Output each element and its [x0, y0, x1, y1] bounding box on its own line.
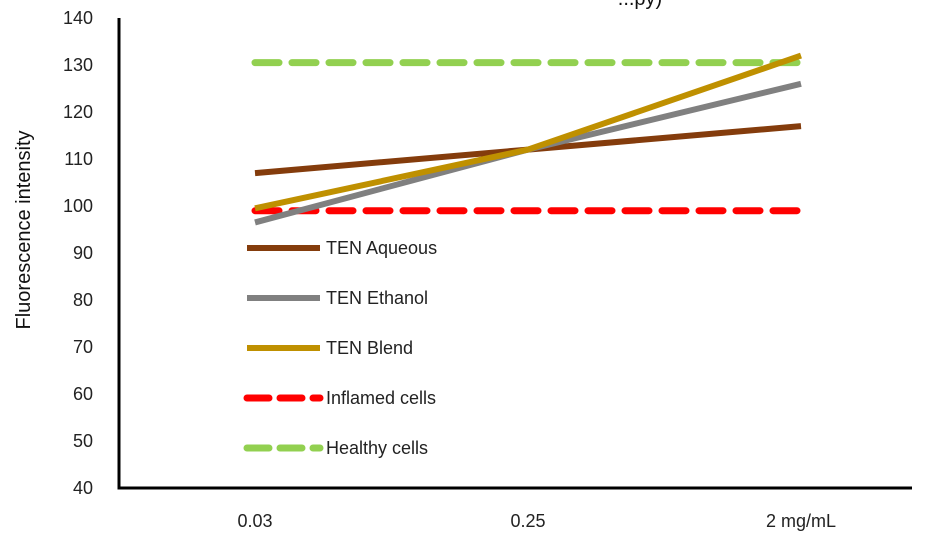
- series-lines: [251, 52, 805, 226]
- y-tick-label: 120: [63, 102, 93, 122]
- y-axis-ticks: 40 50 60 70 80 90 100 110 120 130 140: [63, 8, 93, 498]
- y-tick-label: 90: [73, 243, 93, 263]
- y-tick-label: 60: [73, 384, 93, 404]
- y-tick-label: 130: [63, 55, 93, 75]
- y-axis-title: Fluorescence intensity: [13, 131, 35, 330]
- x-tick-label: 0.03: [237, 511, 272, 531]
- legend-label-ten-aqueous: TEN Aqueous: [326, 238, 437, 258]
- legend-label-ten-ethanol: TEN Ethanol: [326, 288, 428, 308]
- y-tick-label: 140: [63, 8, 93, 28]
- legend-label-ten-blend: TEN Blend: [326, 338, 413, 358]
- series-line-ten-blend: [254, 52, 802, 212]
- chart-title: ...py): [618, 0, 662, 10]
- legend-label-healthy-cells: Healthy cells: [326, 438, 428, 458]
- y-tick-label: 100: [63, 196, 93, 216]
- x-tick-label: 0.25: [510, 511, 545, 531]
- x-axis-ticks: 0.03 0.25 2 mg/mL: [237, 511, 836, 531]
- y-tick-label: 110: [64, 149, 93, 169]
- legend: TEN Aqueous TEN Ethanol TEN Blend Inflamed …: [243, 238, 437, 458]
- y-tick-label: 40: [73, 478, 93, 498]
- series-line-ten-ethanol: [254, 80, 802, 226]
- y-tick-label: 70: [73, 337, 93, 357]
- x-tick-label: 2 mg/mL: [766, 511, 836, 531]
- legend-label-inflamed-cells: Inflamed cells: [326, 388, 436, 408]
- y-tick-label: 50: [73, 431, 93, 451]
- y-tick-label: 80: [73, 290, 93, 310]
